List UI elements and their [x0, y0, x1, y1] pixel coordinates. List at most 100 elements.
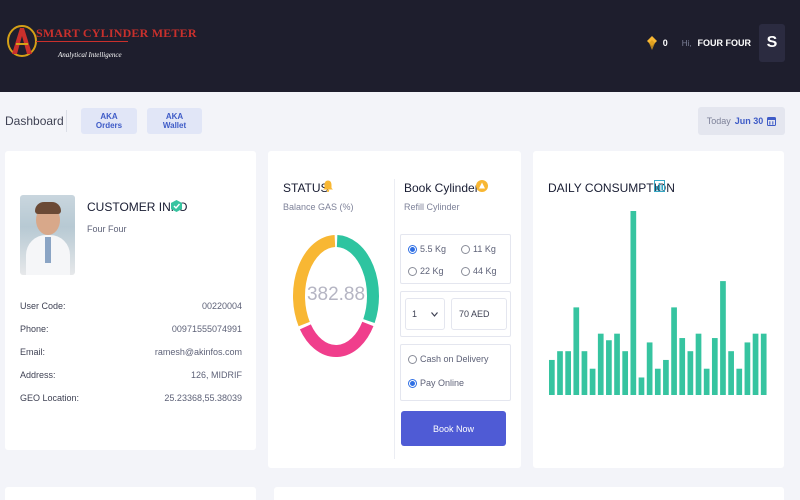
- size-option-44kg[interactable]: 44 Kg: [461, 266, 497, 276]
- consumption-bar: [687, 351, 694, 395]
- size-option-22kg[interactable]: 22 Kg: [408, 266, 444, 276]
- page-title: Dashboard: [5, 114, 64, 128]
- daily-consumption-chart: [549, 211, 767, 395]
- radio-dot[interactable]: [408, 244, 417, 254]
- consumption-bar: [744, 342, 751, 395]
- status-subtitle: Balance GAS (%): [283, 202, 354, 212]
- radio-dot[interactable]: [408, 266, 417, 276]
- consumption-bar: [549, 359, 555, 395]
- status-title: STATUS: [283, 181, 329, 195]
- bottom-card-left: [5, 487, 256, 500]
- book-now-button[interactable]: Book Now: [401, 411, 506, 446]
- consumption-bar: [695, 333, 702, 395]
- coin-count: 0: [662, 38, 668, 48]
- radio-label: 11 Kg: [473, 244, 496, 254]
- quantity-value: 1: [412, 309, 418, 319]
- book-cylinder-subtitle: Refill Cylinder: [404, 202, 460, 212]
- consumption-bar: [630, 211, 637, 395]
- customer-name: Four Four: [87, 224, 127, 234]
- aka-wallet-button[interactable]: AKA Wallet: [147, 108, 202, 134]
- consumption-bar: [622, 351, 629, 395]
- radio-dot[interactable]: [461, 266, 470, 276]
- consumption-bar: [679, 338, 686, 395]
- donut-segment-0: [336, 235, 379, 323]
- consumption-bar: [557, 351, 563, 395]
- consumption-bar: [752, 333, 759, 395]
- user-avatar[interactable]: S: [759, 24, 785, 62]
- size-option-5-5kg[interactable]: 5.5 Kg: [408, 244, 446, 254]
- radio-label: Pay Online: [420, 378, 465, 388]
- gas-balance-value: 382.88: [306, 284, 366, 305]
- cylinder-icon: [476, 180, 488, 192]
- user-menu[interactable]: 0 Hi, FOUR FOUR S: [646, 24, 785, 62]
- donut-segment-2: [293, 235, 336, 327]
- size-option-11kg[interactable]: 11 Kg: [461, 244, 496, 254]
- info-row-phone: Phone: 00971555074991: [20, 324, 242, 334]
- radio-label: Cash on Delivery: [420, 354, 489, 364]
- info-value: 126, MIDRIF: [190, 370, 242, 380]
- greeting-text: Hi,: [681, 38, 692, 48]
- consumption-bar: [760, 333, 767, 395]
- coin-icon: [646, 36, 657, 50]
- info-label: Phone:: [20, 324, 49, 334]
- radio-dot[interactable]: [461, 244, 470, 254]
- today-label: Today: [706, 116, 731, 126]
- user-name[interactable]: FOUR FOUR: [697, 38, 752, 48]
- info-row-geo-location: GEO Location: 25.23368,55.38039: [20, 393, 242, 403]
- radio-dot[interactable]: [408, 354, 417, 364]
- logo-subtitle: Analytical Intelligence: [58, 51, 122, 59]
- bottom-card-right: [274, 487, 784, 500]
- donut-segment-1: [299, 321, 374, 357]
- subheader-divider: [66, 110, 67, 132]
- info-label: GEO Location:: [20, 393, 80, 403]
- payment-option-cash[interactable]: Cash on Delivery: [408, 354, 489, 364]
- info-value: ramesh@akinfos.com: [154, 347, 242, 357]
- today-date: Jun 30: [734, 116, 764, 126]
- payment-method-group: Cash on Delivery Pay Online: [400, 344, 511, 401]
- radio-label: 5.5 Kg: [420, 244, 447, 254]
- consumption-bar: [597, 333, 604, 395]
- consumption-bar: [663, 359, 669, 395]
- consumption-bar: [581, 351, 588, 395]
- consumption-bar: [671, 307, 677, 395]
- brand-logo[interactable]: SMART CYLINDER METER Analytical Intellig…: [6, 20, 197, 68]
- info-value: 00220004: [201, 301, 242, 311]
- chevron-down-icon: [431, 311, 438, 317]
- consumption-bar: [614, 333, 620, 395]
- info-value: 00971555074991: [171, 324, 242, 334]
- cylinder-size-group: 5.5 Kg 11 Kg 22 Kg 44 Kg: [400, 234, 511, 284]
- info-label: User Code:: [20, 301, 66, 311]
- logo-mark-icon: [7, 25, 37, 57]
- info-row-user-code: User Code: 00220004: [20, 301, 242, 311]
- consumption-bar: [573, 307, 580, 395]
- consumption-bar: [711, 338, 718, 395]
- info-row-email: Email: ramesh@akinfos.com: [20, 347, 242, 357]
- quantity-select[interactable]: 1: [405, 298, 445, 330]
- gas-balance-donut: [293, 235, 379, 357]
- consumption-bar: [728, 351, 734, 395]
- consumption-bar: [720, 281, 726, 395]
- info-row-address: Address: 126, MIDRIF: [20, 370, 242, 380]
- aka-orders-button[interactable]: AKA Orders: [81, 108, 137, 134]
- status-card: STATUS Balance GAS (%) 382.88 Book Cylin…: [268, 151, 521, 468]
- price-field: 70 AED: [451, 298, 507, 330]
- logo-title: SMART CYLINDER METER: [36, 26, 197, 40]
- info-label: Address:: [20, 370, 56, 380]
- daily-consumption-title: DAILY CONSUMPTION: [548, 181, 675, 195]
- book-cylinder-title: Book Cylinder: [404, 181, 479, 195]
- calendar-icon: [767, 117, 777, 126]
- daily-consumption-card: DAILY CONSUMPTION: [533, 151, 784, 468]
- consumption-bar: [703, 368, 710, 395]
- customer-info-card: CUSTOMER INFO Four Four User Code: 00220…: [5, 151, 256, 450]
- verified-badge-icon: [171, 200, 182, 212]
- consumption-bar: [606, 340, 612, 395]
- radio-dot[interactable]: [408, 378, 417, 388]
- consumption-bar: [646, 342, 653, 395]
- consumption-bar: [638, 377, 645, 395]
- payment-option-online[interactable]: Pay Online: [408, 378, 464, 388]
- customer-photo: [20, 195, 75, 275]
- card-divider: [394, 179, 395, 459]
- date-picker[interactable]: Today Jun 30: [698, 107, 785, 135]
- bar-chart-icon: [654, 180, 665, 192]
- top-header: SMART CYLINDER METER Analytical Intellig…: [0, 0, 800, 92]
